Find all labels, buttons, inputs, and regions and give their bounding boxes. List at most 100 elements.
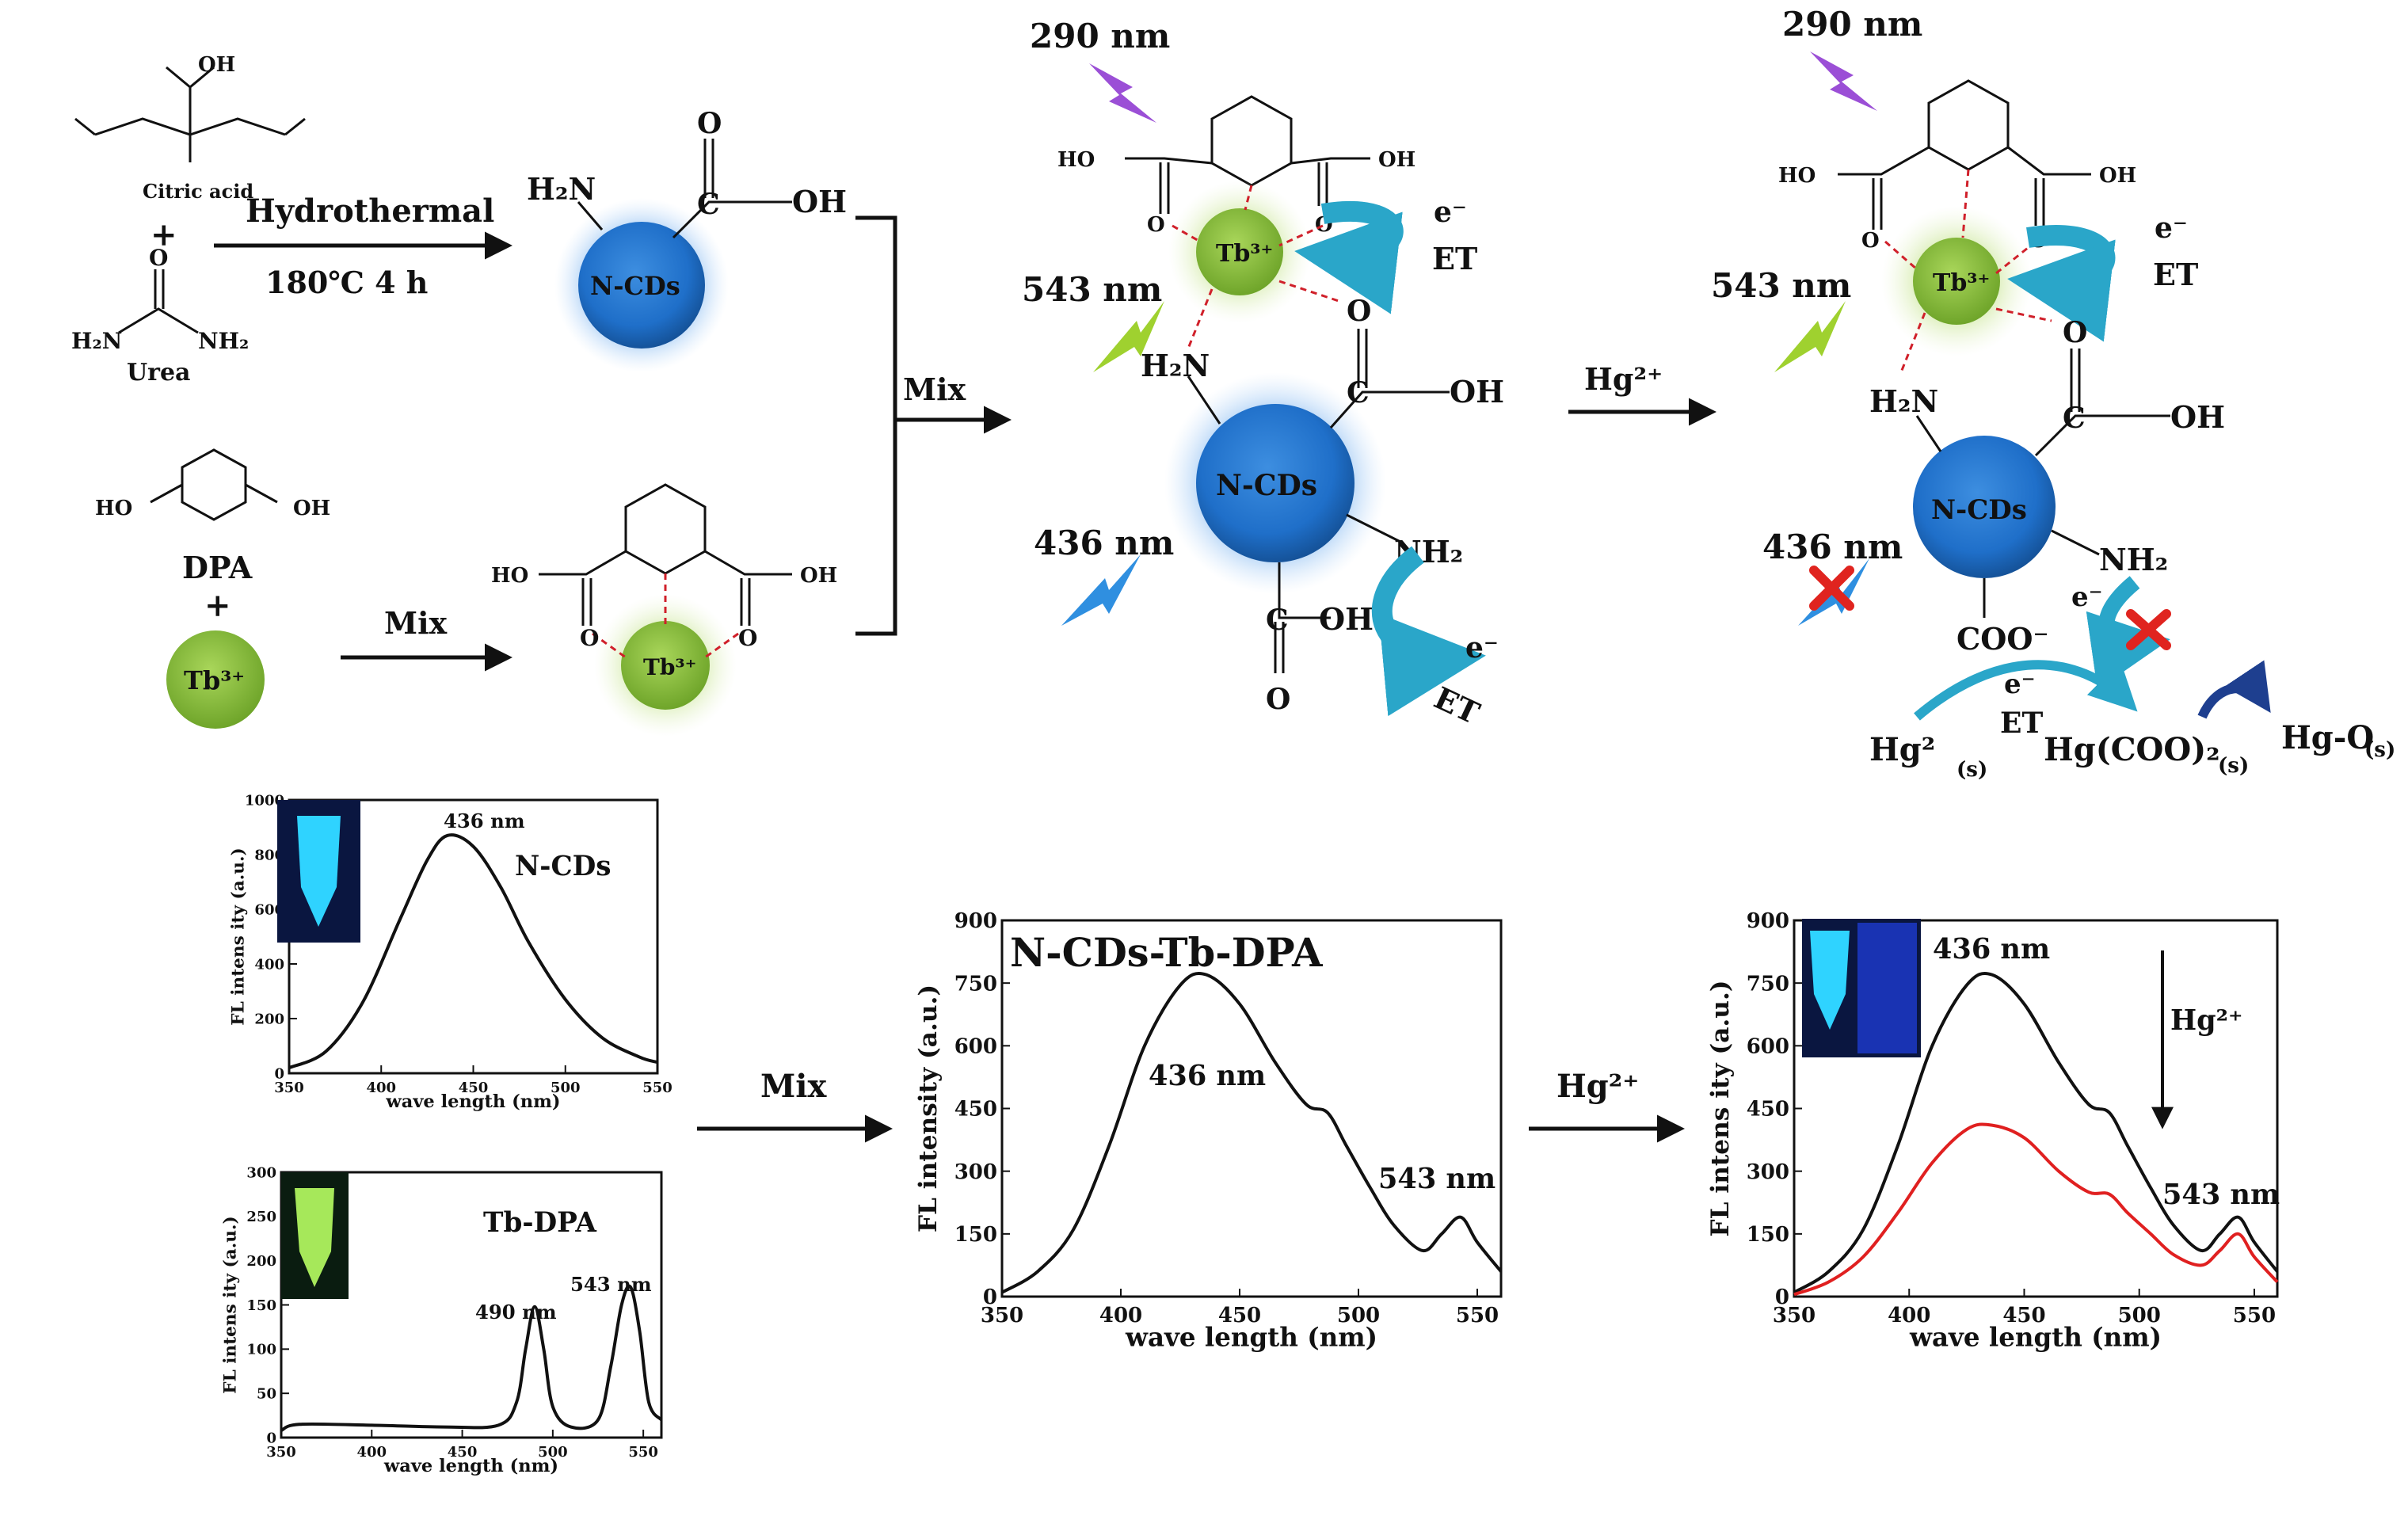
peak-annotation: Hg²⁺ <box>2170 1004 2243 1037</box>
dpa-ho-label: HO <box>95 497 132 520</box>
tb-dpa-o-right: O <box>738 625 757 651</box>
y-axis-label: FL intens ity (a.u.) <box>228 848 248 1025</box>
x-tick-label: 350 <box>1773 1304 1816 1327</box>
mid-oh-label-2: OH <box>1319 601 1374 637</box>
spectrum-line <box>280 1284 663 1432</box>
et-arrow-bottom-1 <box>1371 546 1486 717</box>
electron-label-1: e⁻ <box>1434 196 1467 229</box>
y-tick-label: 750 <box>954 972 997 996</box>
spectrum-line <box>288 833 658 1069</box>
citric-acid-oh-label: OH <box>198 53 235 77</box>
mid-c-label-1: C <box>1347 376 1370 409</box>
tb-emission-label-2: 543 nm <box>1711 266 1851 305</box>
spectrum-line <box>1793 971 2279 1294</box>
mid-tb-label: Tb³⁺ <box>1216 240 1273 268</box>
y-tick-label: 0 <box>1775 1286 1789 1309</box>
peak-annotation: 543 nm <box>2162 1179 2280 1211</box>
x-tick-label: 500 <box>2118 1304 2161 1327</box>
x-tick-label: 450 <box>2002 1304 2045 1327</box>
mid-h2n-label: H₂N <box>1141 348 1210 383</box>
bolt-green-icon-1 <box>1093 301 1164 372</box>
chart-title: N-CDs <box>515 851 612 882</box>
et-label-1: ET <box>1432 241 1477 276</box>
bolt-purple-icon-2 <box>1810 51 1877 111</box>
right-o-label: O <box>2063 316 2087 349</box>
red-x-icon-2 <box>2126 609 2171 650</box>
plus-sign-1: + <box>150 216 177 253</box>
x-tick-label: 450 <box>459 1080 489 1096</box>
mid-tb-sphere <box>1196 208 1283 295</box>
y-tick-label: 600 <box>254 901 284 918</box>
mid-oh-label-1: OH <box>1450 374 1504 409</box>
tb-dpa-coordination-bonds <box>592 573 739 659</box>
mix-label-2: Mix <box>903 371 966 407</box>
cd-emission-label-1: 436 nm <box>1034 524 1174 562</box>
right-ncds-groups <box>1915 349 2170 618</box>
chart-title: N-CDs-Tb-DPA <box>1010 930 1323 976</box>
y-tick-label: 450 <box>954 1098 997 1122</box>
mid-ho-label: HO <box>1057 148 1095 172</box>
cd-emission-label-2: 436 nm <box>1762 528 1903 566</box>
et-label-2: ET <box>1429 680 1485 731</box>
electron-label-3: e⁻ <box>2155 211 2188 245</box>
peak-annotation: 490 nm <box>475 1301 557 1324</box>
x-tick-label: 350 <box>981 1304 1023 1327</box>
dpa-label: DPA <box>182 550 253 585</box>
right-tb-sphere <box>1913 238 2000 325</box>
hg2-label: Hg² <box>1869 731 1935 768</box>
right-dpa-structure <box>1838 79 2091 230</box>
tb-dpa-ho-label: HO <box>491 564 528 588</box>
spectrum-line <box>1793 1122 2279 1297</box>
chart-ncds-tb-dpa: 350 400 450 500 550 0 150 300 450 600 750 900 wave l… <box>914 909 1503 1352</box>
tb-ion-label: Tb³⁺ <box>184 665 245 695</box>
bolt-purple-icon <box>1089 63 1156 123</box>
bolt-blue-icon-1 <box>1061 554 1141 626</box>
x-tick-label: 350 <box>266 1444 296 1461</box>
y-tick-label: 800 <box>254 847 284 863</box>
y-tick-label: 150 <box>246 1297 276 1314</box>
y-tick-label: 150 <box>954 1223 997 1247</box>
urea-nh2-label: NH₂ <box>198 328 249 354</box>
vial-ncds-icon <box>297 816 341 927</box>
mix-label-1: Mix <box>384 605 447 641</box>
tb-dpa-complex-structure <box>539 483 792 626</box>
urea-structure <box>118 269 199 334</box>
ncds-c-label-1: C <box>697 188 720 221</box>
ncds-label-1: N-CDs <box>590 271 680 301</box>
x-tick-label: 550 <box>628 1444 658 1461</box>
chart-title: Tb-DPA <box>483 1207 596 1239</box>
x-tick-label: 450 <box>448 1444 478 1461</box>
hydrothermal-label: Hydrothermal <box>246 192 494 230</box>
x-tick-label: 350 <box>274 1080 304 1096</box>
peak-annotation: 543 nm <box>1378 1163 1495 1195</box>
right-nh2-label: NH₂ <box>2099 542 2168 577</box>
y-tick-label: 1000 <box>245 792 284 809</box>
electron-label-4: e⁻ <box>2071 581 2103 613</box>
y-tick-label: 100 <box>246 1342 276 1358</box>
chart-frame <box>1000 919 1503 1298</box>
ncds-sphere <box>578 222 705 349</box>
ncds-h2n-label-1: H₂N <box>527 171 596 207</box>
hg-label-bottom: Hg²⁺ <box>1556 1068 1639 1105</box>
et-arrow-top-2 <box>2007 225 2116 342</box>
y-tick-label: 200 <box>246 1253 276 1270</box>
dpa-oh-label: OH <box>293 497 330 520</box>
y-tick-label: 900 <box>954 909 997 933</box>
ncds-functional-groups-1 <box>577 139 792 239</box>
y-tick-label: 300 <box>1747 1160 1789 1184</box>
y-tick-label: 300 <box>954 1160 997 1184</box>
x-tick-label: 400 <box>1888 1304 1930 1327</box>
tb-emission-label-1: 543 nm <box>1022 270 1162 309</box>
mid-o-label-1: O <box>1347 295 1371 328</box>
y-axis-label: FL intens ity (a.u.) <box>220 1216 240 1393</box>
y-tick-label: 900 <box>1747 909 1789 933</box>
et-label-3: ET <box>2153 257 2198 292</box>
y-tick-label: 600 <box>1747 1034 1789 1058</box>
chart-tb-dpa: 350 400 450 500 550 0 50 100 150 200 250 300 wave le… <box>220 1164 663 1476</box>
mid-c-label-2: C <box>1266 604 1289 637</box>
excitation-label-1: 290 nm <box>1030 17 1170 55</box>
x-axis-label: wave length (nm) <box>383 1456 558 1476</box>
x-tick-label: 550 <box>642 1080 672 1096</box>
right-oh-label-2: OH <box>2170 399 2225 435</box>
spectrum-line <box>1000 971 1503 1294</box>
